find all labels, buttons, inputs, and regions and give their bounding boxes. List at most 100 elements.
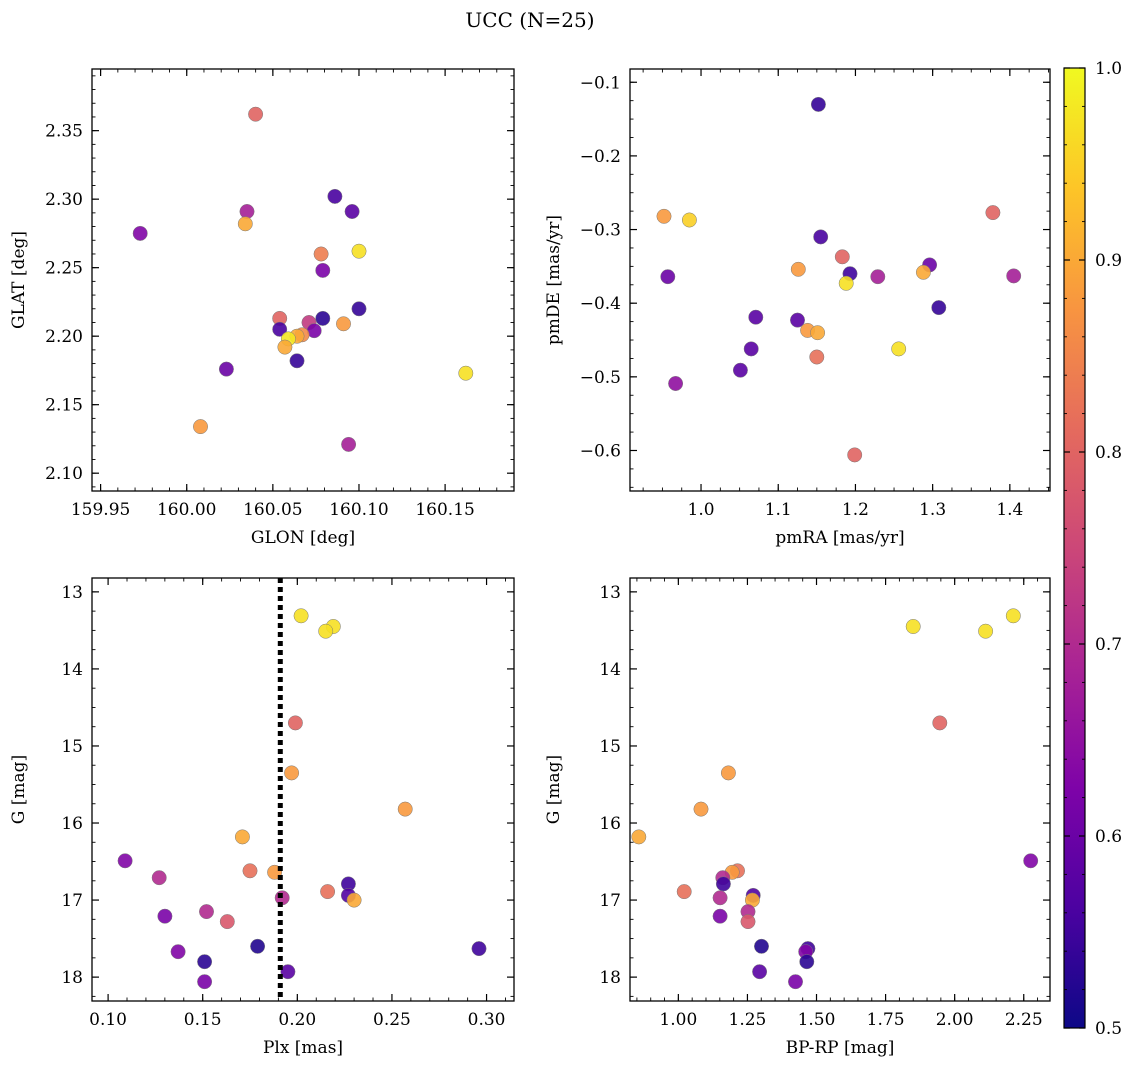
x-tick-label: 0.10: [89, 1010, 127, 1030]
data-point: [732, 362, 748, 378]
y-tick-label: −0.3: [580, 221, 621, 241]
y-tick-label: 14: [61, 660, 83, 680]
data-point: [681, 212, 697, 228]
data-point: [834, 249, 850, 265]
x-tick-label: 0.30: [468, 1010, 506, 1030]
data-point: [905, 619, 921, 634]
y-tick-label: 2.30: [45, 190, 83, 210]
data-point: [1006, 268, 1022, 284]
y-tick-label: 2.10: [45, 464, 83, 484]
data-point: [743, 341, 759, 357]
y-tick-label: 14: [599, 660, 621, 680]
data-point: [351, 243, 367, 259]
x-tick-label: 1.4: [996, 500, 1023, 520]
data-point: [327, 188, 343, 204]
y-tick-label: 17: [599, 891, 621, 911]
x-tick-label: 2.25: [1005, 1010, 1043, 1030]
y-tick-label: −0.4: [580, 294, 621, 314]
x-tick-label: 2.00: [936, 1010, 974, 1030]
scatter-points: [132, 106, 474, 452]
colorbar-tick-label: 0.8: [1095, 443, 1122, 463]
data-point: [346, 892, 362, 908]
y-tick-label: 2.25: [45, 259, 83, 279]
data-point: [1023, 853, 1039, 869]
data-point: [668, 376, 684, 391]
colorbar-tick-label: 0.5: [1095, 1019, 1122, 1039]
data-point: [752, 964, 768, 980]
subplot-1: 159.95 160.00 160.05 160.10 160.15 2.10 2.15 2.…: [9, 68, 515, 548]
data-point: [838, 275, 854, 291]
colorbar-tick-label: 0.7: [1095, 635, 1122, 655]
data-point: [693, 801, 709, 817]
colorbar-tick-label: 0.9: [1095, 251, 1122, 271]
data-point: [712, 890, 728, 906]
data-point: [932, 715, 948, 731]
axes-frame: [629, 577, 1051, 1002]
data-point: [458, 365, 474, 381]
data-point: [132, 225, 148, 241]
data-point: [318, 623, 334, 639]
data-point: [219, 914, 235, 930]
y-tick-label: −0.2: [580, 147, 621, 167]
x-tick-label: 160.10: [329, 500, 388, 520]
data-point: [676, 884, 692, 900]
data-point: [320, 884, 336, 900]
data-point: [397, 801, 413, 817]
scatter-points: [656, 96, 1022, 463]
y-tick-label: −0.6: [580, 441, 621, 461]
x-tick-label: 0.25: [373, 1010, 411, 1030]
axes-frame: [629, 68, 1051, 492]
data-point: [272, 321, 288, 337]
data-point: [740, 914, 756, 930]
x-tick-label: 1.2: [842, 500, 869, 520]
data-point: [344, 204, 360, 219]
data-point: [234, 829, 250, 845]
data-point: [197, 974, 213, 990]
data-point: [788, 974, 803, 990]
data-point: [870, 269, 886, 285]
y-tick-label: −0.5: [580, 368, 621, 388]
data-point: [170, 944, 186, 960]
y-tick-label: 2.35: [45, 122, 83, 142]
x-tick-label: 1.00: [659, 1010, 697, 1030]
axes-frame: [91, 68, 515, 492]
y-tick-label: 2.20: [45, 327, 83, 347]
data-point: [631, 829, 647, 845]
data-point: [931, 300, 947, 316]
x-tick-label: 1.25: [729, 1010, 767, 1030]
data-point: [1005, 608, 1021, 624]
data-point: [284, 765, 300, 781]
subplot-4: 1.00 1.25 1.50 1.75 2.00 2.25 13 14 15 16 17 18 BP-R…: [544, 577, 1051, 1058]
data-point: [287, 715, 303, 731]
data-point: [978, 623, 994, 639]
colorbar: 0.5 0.6 0.7 0.8 0.9 1.0: [1063, 59, 1122, 1039]
data-point: [315, 262, 331, 278]
data-point: [656, 208, 672, 224]
y-tick-label: 15: [599, 737, 621, 757]
data-point: [754, 938, 769, 954]
scatter-points: [117, 608, 487, 990]
data-point: [341, 436, 357, 452]
y-axis-label: G [mag]: [9, 755, 29, 824]
data-point: [197, 954, 213, 970]
data-point: [891, 341, 907, 357]
y-tick-label: 16: [599, 814, 621, 834]
y-tick-label: 2.15: [45, 396, 83, 416]
y-axis-label: G [mag]: [544, 755, 564, 824]
data-point: [809, 349, 825, 365]
x-tick-label: 160.05: [243, 500, 302, 520]
data-point: [471, 941, 487, 957]
x-tick-label: 1.3: [919, 500, 946, 520]
data-point: [193, 419, 208, 435]
x-axis-label: Plx [mas]: [263, 1038, 343, 1058]
axes-frame: [91, 577, 515, 1002]
data-point: [712, 908, 728, 924]
data-point: [810, 325, 826, 341]
data-point: [248, 106, 264, 122]
data-point: [915, 264, 931, 280]
colorbar-tick-label: 0.6: [1095, 827, 1122, 847]
data-point: [985, 205, 1001, 221]
data-point: [218, 361, 234, 377]
y-tick-label: −0.1: [580, 73, 621, 93]
data-point: [810, 96, 826, 112]
